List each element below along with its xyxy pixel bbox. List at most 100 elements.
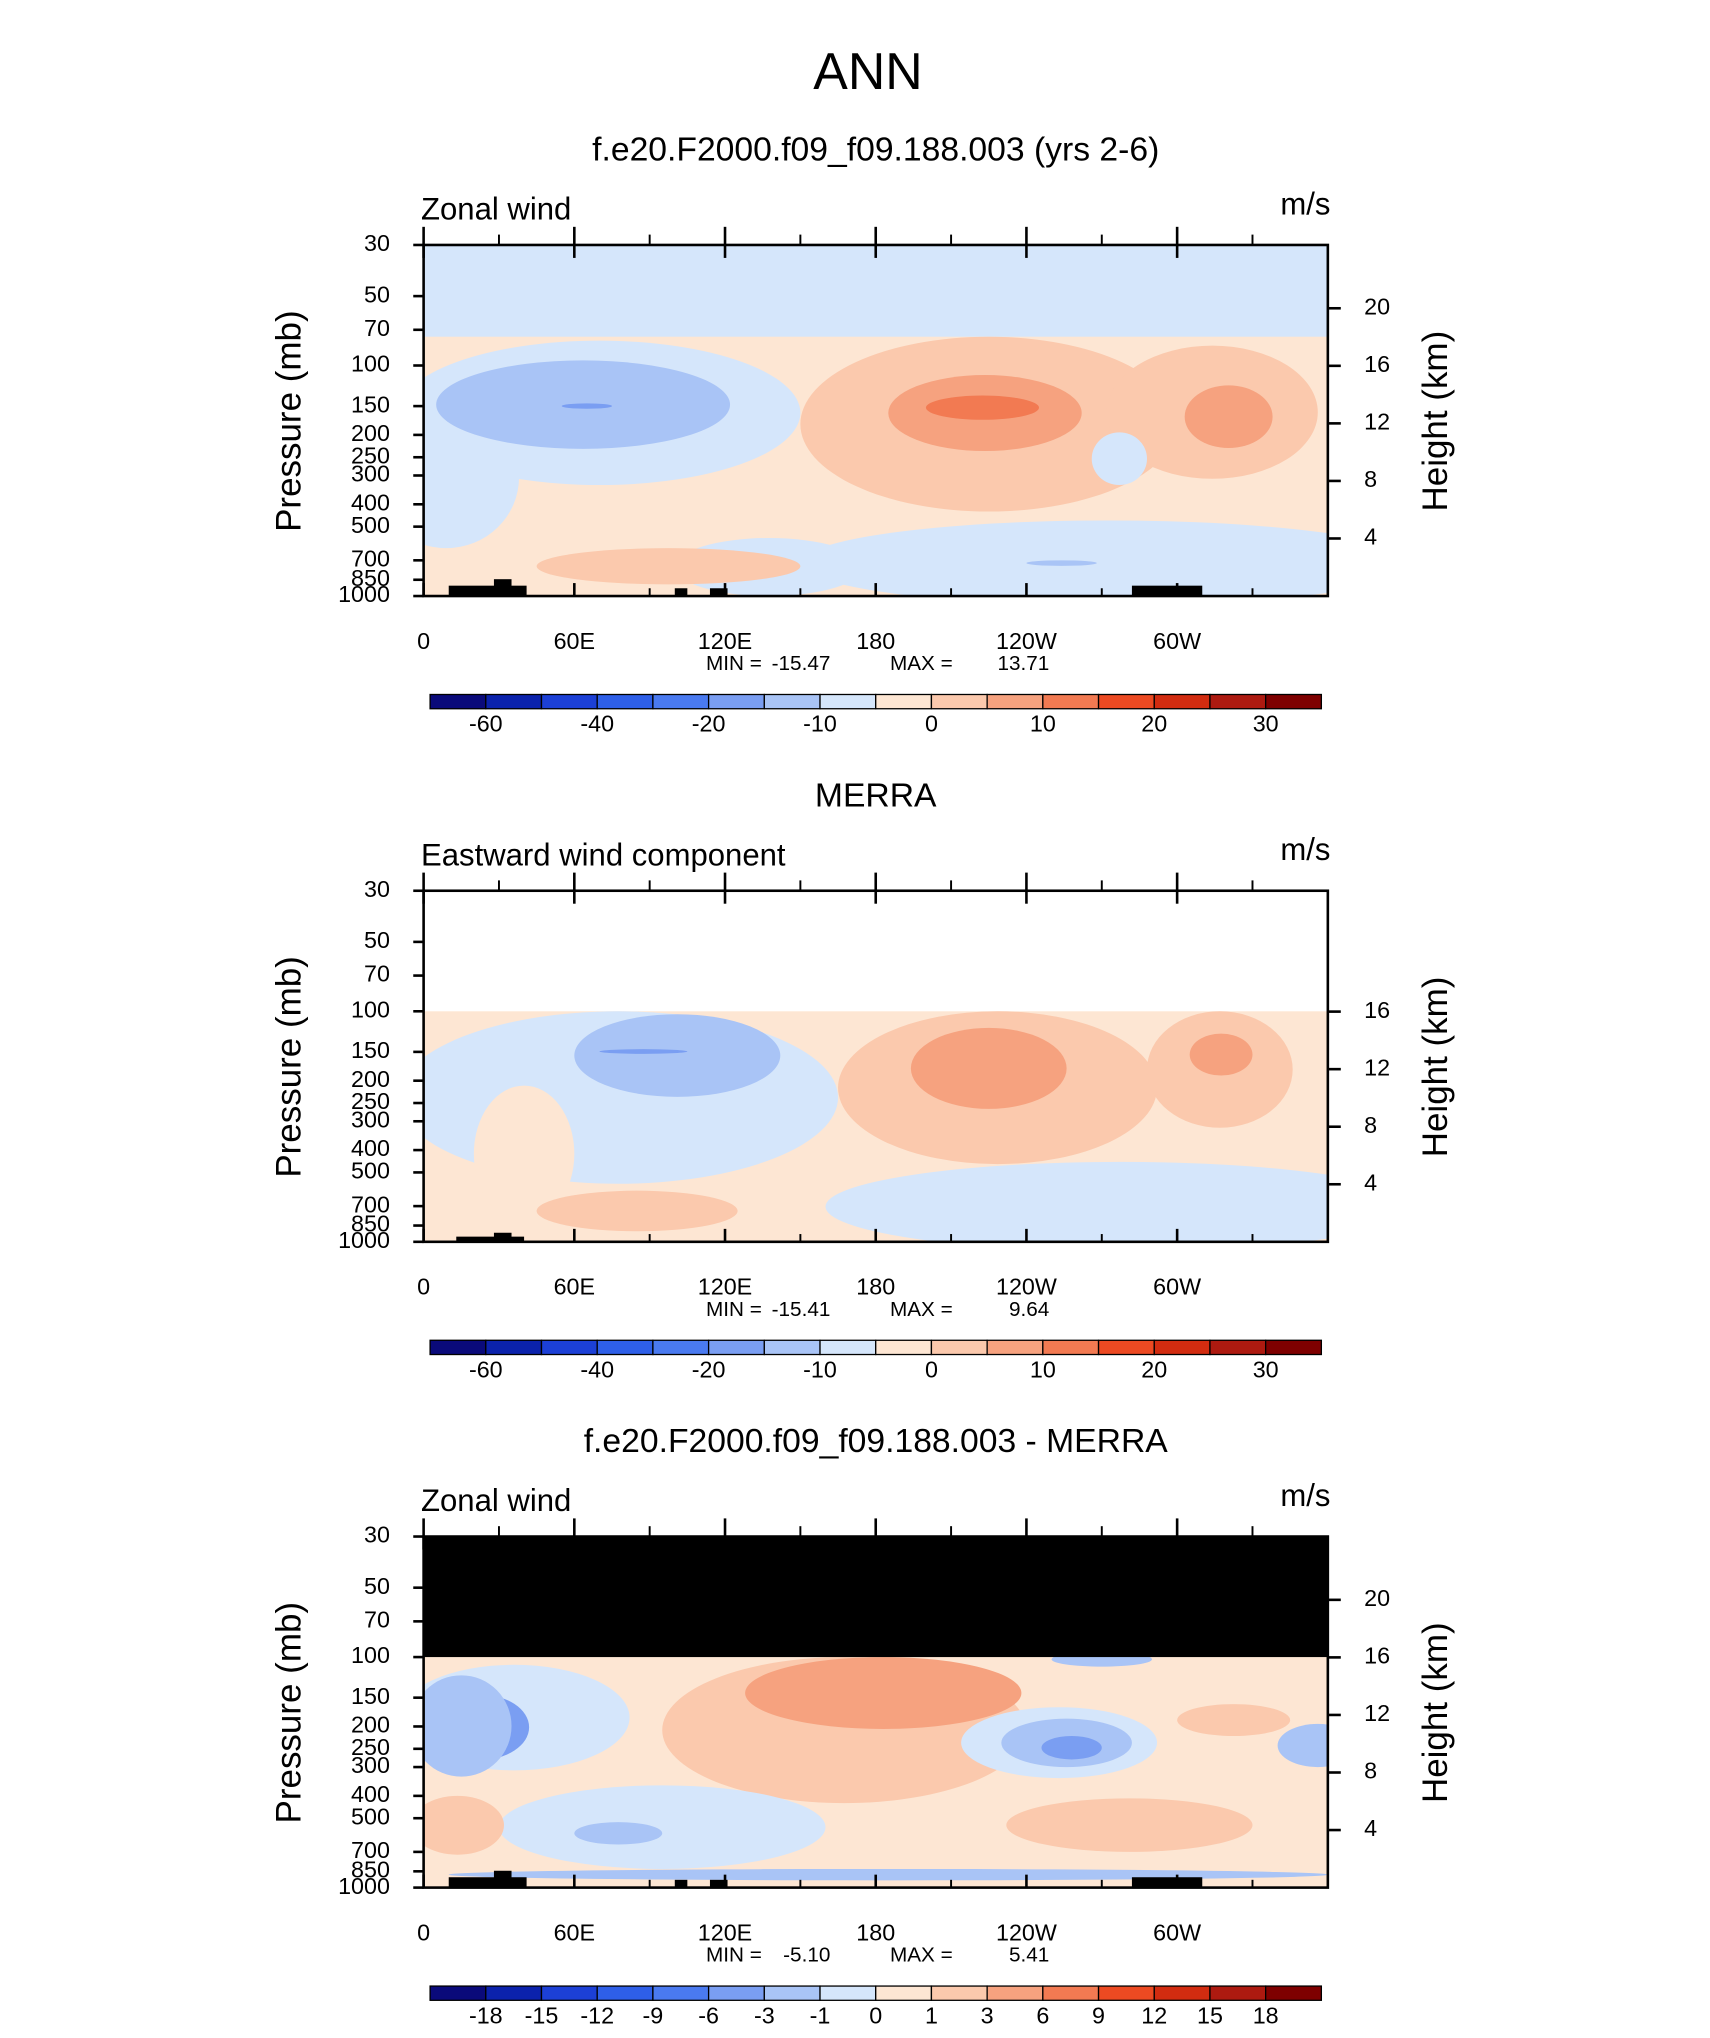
panel-title: f.e20.F2000.f09_f09.188.003 - MERRA (584, 1423, 1169, 1460)
field-region (448, 1868, 1328, 1881)
topography (709, 588, 728, 597)
colorbar-box (596, 693, 654, 710)
y-tick-label: 70 (364, 1607, 390, 1633)
y-tick-label: 400 (351, 1781, 390, 1807)
field-region (800, 520, 1328, 597)
max-label: MAX = (890, 652, 953, 675)
contour-field (423, 890, 1328, 1242)
colorbar-label: -6 (698, 2002, 719, 2028)
y-tick-label: 70 (364, 961, 390, 987)
colorbar-box (1265, 1985, 1323, 2001)
x-tick-label: 120E (698, 1274, 752, 1300)
colorbar-box (819, 1339, 877, 1356)
field-region (1189, 1033, 1253, 1076)
colorbar-label: -15 (525, 2002, 559, 2028)
topography (674, 588, 688, 597)
y-tick-label: 850 (351, 1856, 390, 1882)
y-tick-label: 700 (351, 1191, 390, 1217)
y-tick-label: 250 (351, 1734, 390, 1760)
colorbar-box (707, 1985, 765, 2001)
min-label: MIN = (706, 652, 762, 675)
colorbar-box (652, 1339, 710, 1356)
y-tick-label: 50 (364, 1573, 390, 1599)
colorbar-label: 0 (869, 2002, 882, 2028)
colorbar-box (652, 693, 710, 710)
y-axis-label: Pressure (mb) (270, 310, 309, 532)
colorbar-label: -1 (810, 2002, 831, 2028)
y-tick-label: 30 (364, 230, 390, 256)
colorbar-box (1153, 693, 1211, 710)
colorbar-label: 10 (1030, 1357, 1056, 1383)
panel-title: f.e20.F2000.f09_f09.188.003 (yrs 2-6) (592, 132, 1159, 169)
colorbar-label: 0 (925, 1357, 938, 1383)
topography (493, 579, 512, 597)
x-tick-label: 60W (1153, 628, 1201, 654)
colorbar-box (1265, 1339, 1323, 1356)
topography (493, 1232, 512, 1242)
colorbar-box (596, 1339, 654, 1356)
colorbar-label: -3 (754, 2002, 775, 2028)
panel-title: MERRA (815, 777, 937, 814)
colorbar-box (819, 1985, 877, 2001)
colorbar-box (875, 1339, 933, 1356)
field-region (561, 403, 612, 409)
x-tick-label: 180 (856, 628, 895, 654)
x-tick-label: 0 (417, 628, 430, 654)
contour-field (423, 244, 1328, 597)
colorbar-label: -40 (580, 711, 614, 737)
colorbar-box (485, 693, 543, 710)
colorbar-box (1153, 1985, 1211, 2001)
y-tick-label: 150 (351, 391, 390, 417)
max-value: 9.64 (1009, 1298, 1049, 1321)
topography (493, 1870, 512, 1888)
y2-tick-label: 16 (1364, 1643, 1390, 1669)
colorbar-box (485, 1985, 543, 2001)
y2-tick-label: 8 (1364, 1758, 1377, 1784)
units-label: m/s (1280, 186, 1330, 221)
colorbar-label: 12 (1141, 2002, 1167, 2028)
field-region (1277, 1723, 1328, 1768)
max-value: 13.71 (997, 652, 1049, 675)
colorbar-label: 30 (1253, 1357, 1279, 1383)
y-tick-label: 400 (351, 1135, 390, 1161)
min-value: -15.41 (772, 1298, 831, 1321)
y-tick-label: 500 (351, 512, 390, 538)
y-tick-label: 100 (351, 1642, 390, 1668)
y-tick-label: 200 (351, 420, 390, 446)
field-region (536, 548, 801, 585)
colorbar-box (1153, 1339, 1211, 1356)
y2-axis-label: Height (km) (1416, 331, 1455, 512)
colorbar-box (540, 1985, 598, 2001)
field-region (423, 1675, 512, 1777)
colorbar-box (986, 1985, 1044, 2001)
colorbar-box (1209, 693, 1267, 710)
colorbar-label: -9 (643, 2002, 664, 2028)
colorbar-label: 20 (1141, 711, 1167, 737)
colorbar-label: -12 (580, 2002, 614, 2028)
colorbar-box (1042, 693, 1100, 710)
field-region (574, 1014, 781, 1097)
field-region (498, 1785, 826, 1869)
y2-tick-label: 12 (1364, 409, 1390, 435)
colorbar-label: 30 (1253, 711, 1279, 737)
x-tick-label: 0 (417, 1274, 430, 1300)
y-tick-label: 150 (351, 1037, 390, 1063)
min-label: MIN = (706, 1298, 762, 1321)
y2-tick-label: 8 (1364, 466, 1377, 492)
colorbar-box (707, 1339, 765, 1356)
colorbar-box (875, 1985, 933, 2001)
field-region (1177, 1704, 1291, 1737)
field-region (423, 1536, 1328, 1658)
units-label: m/s (1280, 1478, 1330, 1513)
y2-tick-label: 20 (1364, 293, 1390, 319)
y2-tick-label: 4 (1364, 524, 1377, 550)
colorbar-label: -10 (803, 711, 837, 737)
contour-field (423, 1536, 1328, 1888)
y-tick-label: 850 (351, 1211, 390, 1237)
colorbar-box (930, 693, 988, 710)
colorbar-box (1042, 1339, 1100, 1356)
colorbar-label: -10 (803, 1357, 837, 1383)
y-tick-label: 30 (364, 876, 390, 902)
y-tick-label: 250 (351, 442, 390, 468)
colorbar-label: 18 (1253, 2002, 1279, 2028)
